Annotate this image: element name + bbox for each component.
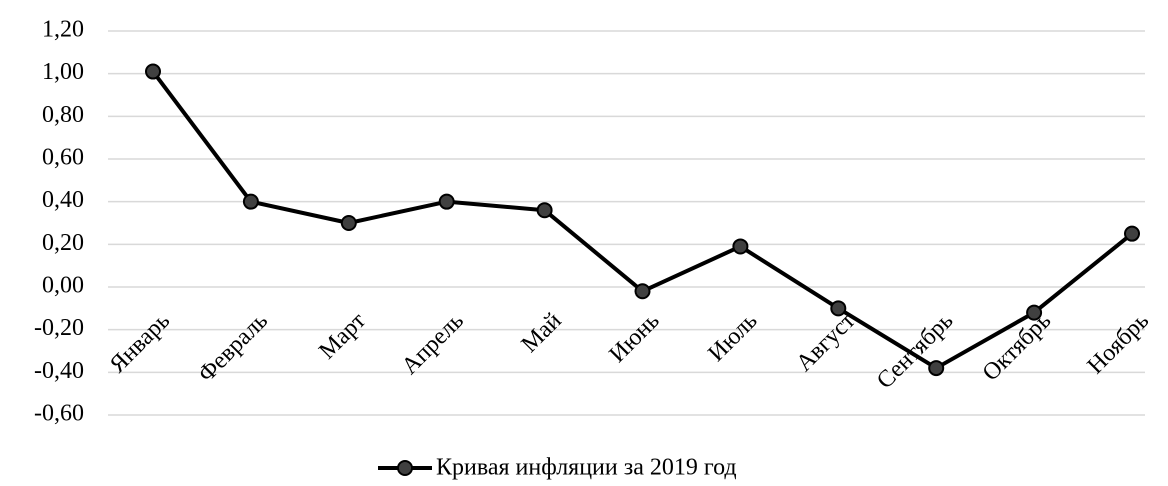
y-tick-label: 0,60	[42, 145, 84, 171]
y-tick-label: -0,60	[34, 401, 84, 427]
x-tick-label: Январь	[105, 308, 175, 378]
marker	[340, 215, 357, 231]
marker	[242, 193, 259, 210]
y-tick-label: -0,20	[34, 315, 84, 341]
x-tick-label: Май	[517, 308, 567, 358]
y-tick-label: 0,00	[42, 273, 84, 299]
marker	[145, 63, 161, 80]
x-tick-label: Октябрь	[978, 308, 1057, 387]
marker	[438, 193, 455, 210]
legend-marker	[397, 460, 413, 476]
y-tick-label: 0,20	[42, 230, 84, 256]
marker	[1026, 304, 1043, 321]
y-tick-label: 1,00	[42, 59, 84, 85]
y-tick-label: -0,40	[34, 358, 84, 384]
legend-label: Кривая инфляции за 2019 год	[436, 455, 737, 481]
x-tick-label: Июль	[703, 308, 762, 367]
marker	[1124, 225, 1140, 242]
marker	[732, 238, 749, 255]
y-tick-label: 1,20	[42, 17, 84, 43]
x-tick-label: Ноябрь	[1083, 308, 1155, 380]
marker	[536, 202, 553, 219]
y-tick-label: 0,80	[42, 102, 84, 128]
y-tick-label: 0,40	[42, 187, 84, 213]
x-tick-label: Март	[314, 307, 371, 364]
marker	[634, 283, 651, 300]
x-tick-label: Февраль	[193, 308, 273, 388]
x-tick-label: Июнь	[604, 308, 664, 368]
marker	[928, 360, 945, 377]
x-tick-label: Сентябрь	[872, 308, 958, 394]
marker	[830, 300, 847, 317]
x-tick-label: Апрель	[397, 308, 469, 380]
